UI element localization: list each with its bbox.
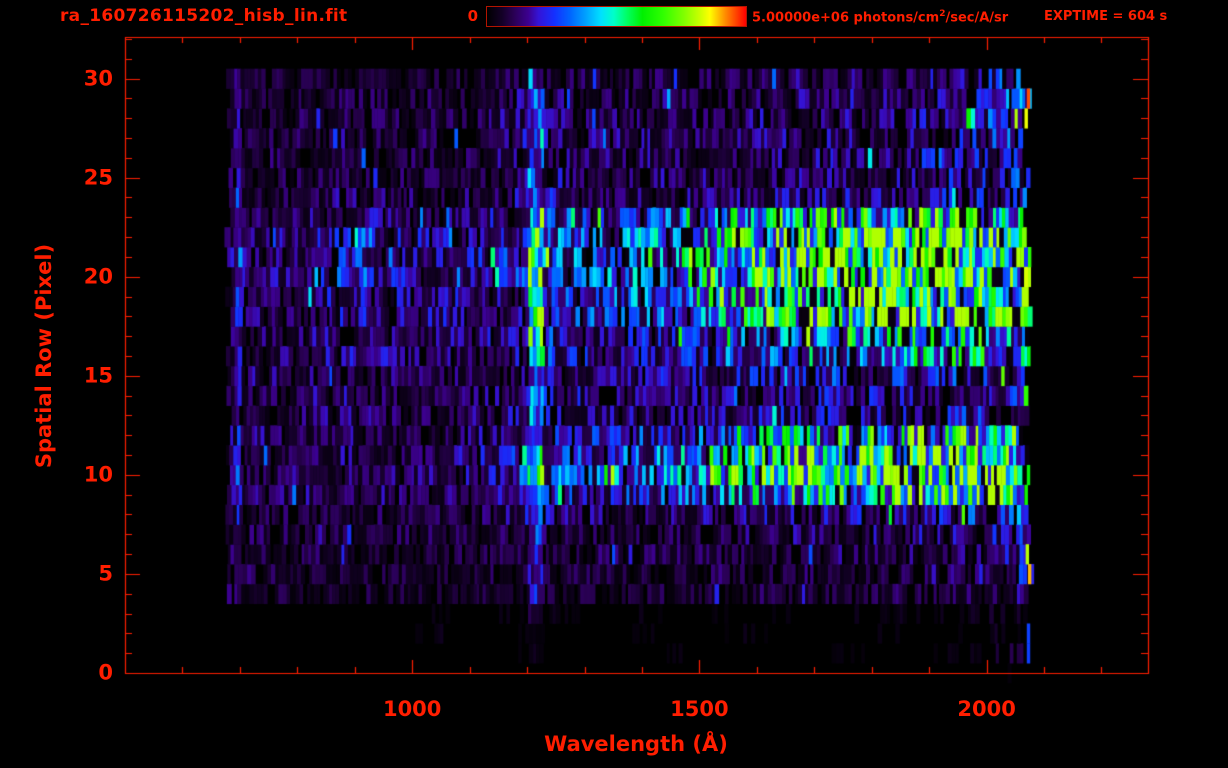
y-axis-title: Spatial Row (Pixel) [32, 243, 56, 469]
x-axis-title: Wavelength (Å) [544, 732, 728, 756]
colorbar-max-value: 5.00000e+06 [752, 10, 850, 26]
y-tick-label: 10 [83, 462, 113, 487]
exptime-label: EXPTIME = 604 s [1044, 9, 1168, 24]
x-tick-label: 1000 [382, 697, 442, 721]
x-tick-label: 2000 [957, 697, 1016, 721]
x-tick-label: 1500 [670, 697, 729, 721]
y-tick-label: 25 [83, 165, 113, 190]
y-tick-label: 0 [98, 660, 113, 685]
colorbar-min-label: 0 [467, 7, 478, 25]
file-title: ra_160726115202_hisb_lin.fit [60, 6, 348, 26]
colorbar [486, 6, 747, 27]
y-tick-label: 30 [83, 66, 113, 91]
y-tick-label: 20 [83, 264, 113, 289]
colorbar-units-prefix: photons/cm [853, 10, 940, 26]
colorbar-max-label: 5.00000e+06 photons/cm2/sec/A/sr [752, 9, 1008, 25]
colorbar-units-exponent: 2 [939, 9, 946, 19]
y-tick-label: 15 [83, 363, 113, 388]
y-tick-label: 5 [98, 561, 113, 586]
colorbar-units-suffix: /sec/A/sr [945, 10, 1009, 26]
